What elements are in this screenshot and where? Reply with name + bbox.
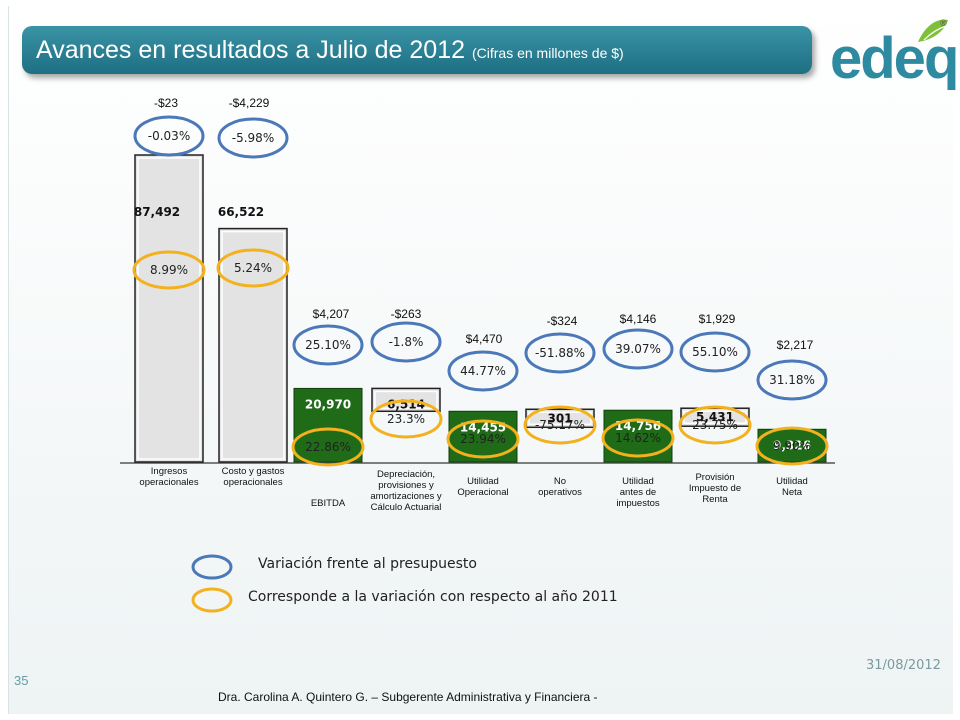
legend-blue-circle-icon (191, 554, 233, 580)
legend-orange-circle-icon (191, 587, 233, 613)
budget-variation-label-5: -51.88% (535, 346, 585, 360)
value-label-2: 20,970 (305, 397, 351, 411)
value-label-5: 301 (547, 411, 572, 425)
category-label-3-1: provisiones y (378, 480, 434, 491)
title-main: Avances en resultados a Julio de 2012 (36, 36, 466, 64)
category-label-0-1: operacionales (139, 477, 198, 488)
yoy-variation-circle-1 (216, 248, 290, 288)
budget-difference-label-3: -$263 (391, 307, 422, 321)
category-label-7-0: Provisión (695, 472, 734, 483)
category-label-6-1: antes de (620, 487, 656, 498)
budget-difference-label-1: -$4,229 (229, 96, 270, 110)
category-label-6-0: Utilidad (622, 476, 654, 487)
yoy-variation-circle-3 (369, 399, 443, 439)
budget-variation-label-0: -0.03% (148, 129, 190, 143)
yoy-variation-label-2: 22.86% (305, 440, 351, 454)
budget-difference-label-7: $1,929 (699, 312, 736, 326)
yoy-variation-label-6: 14.62% (615, 431, 661, 445)
yoy-variation-circle-7 (678, 405, 752, 445)
yoy-variation-label-0: 8.99% (150, 263, 188, 277)
category-label-7-2: Renta (702, 494, 728, 505)
budget-variation-circle-8 (756, 359, 828, 401)
yoy-variation-circle-6 (601, 418, 675, 458)
category-label-3-3: Cálculo Actuarial (371, 502, 442, 513)
budget-difference-label-5: -$324 (547, 314, 578, 328)
yoy-variation-label-4: 23.94% (460, 432, 506, 446)
budget-variation-label-1: -5.98% (232, 131, 274, 145)
budget-variation-circle-0 (133, 115, 205, 157)
slide-title: Avances en resultados a Julio de 2012 (C… (36, 36, 624, 65)
value-label-1: 66,522 (218, 205, 264, 219)
bar-0 (134, 154, 204, 463)
logo-wordmark: edeq (830, 26, 956, 91)
yoy-variation-label-7: 23.75% (692, 418, 738, 432)
bar-inner-border-0 (137, 157, 201, 460)
footer-author: Dra. Carolina A. Quintero G. – Subgerent… (218, 690, 598, 704)
value-label-7: 5,431 (696, 410, 734, 424)
budget-difference-label-4: $4,470 (466, 332, 503, 346)
category-label-7-1: Impuesto de (689, 483, 741, 494)
value-label-8: 9,326 (773, 438, 811, 452)
yoy-variation-circle-0 (132, 250, 206, 290)
budget-difference-label-8: $2,217 (777, 338, 814, 352)
legend-2011-label: Corresponde a la variación con respecto … (248, 589, 618, 605)
budget-variation-label-6: 39.07% (615, 342, 661, 356)
budget-variation-circle-2 (292, 324, 364, 366)
budget-variation-label-4: 44.77% (460, 364, 506, 378)
budget-difference-label-2: $4,207 (313, 307, 350, 321)
budget-variation-circle-4 (447, 350, 519, 392)
bar-inner-border-1 (221, 230, 285, 460)
title-bar (22, 26, 812, 74)
budget-difference-label-6: $4,146 (620, 312, 657, 326)
yoy-variation-circle-2 (291, 427, 365, 467)
category-label-5-1: operativos (538, 487, 582, 498)
budget-variation-label-7: 55.10% (692, 345, 738, 359)
budget-variation-label-2: 25.10% (305, 338, 351, 352)
category-label-3-2: amortizaciones y (370, 491, 442, 502)
category-label-4-0: Utilidad (467, 476, 499, 487)
yoy-variation-label-3: 23.3% (387, 412, 425, 426)
category-label-1-1: operacionales (223, 477, 282, 488)
yoy-variation-label-5: -75.17% (535, 418, 585, 432)
category-label-0-0: Ingresos (151, 466, 188, 477)
bar-2 (293, 387, 363, 463)
category-label-3-0: Depreciación, (377, 469, 435, 480)
category-label-4-1: Operacional (457, 487, 508, 498)
page-number: 35 (14, 673, 29, 688)
yoy-variation-circle-8 (755, 426, 829, 466)
legend-budget-label: Variación frente al presupuesto (258, 556, 477, 572)
edeq-logo: edeq ® (830, 18, 956, 91)
budget-variation-label-3: -1.8% (389, 335, 424, 349)
yoy-variation-circle-4 (446, 419, 520, 459)
budget-difference-label-0: -$23 (154, 96, 178, 110)
budget-variation-label-8: 31.18% (769, 373, 815, 387)
budget-variation-circle-5 (524, 332, 596, 374)
budget-variation-circle-7 (679, 331, 751, 373)
budget-variation-circle-6 (602, 328, 674, 370)
category-label-8-0: Utilidad (776, 476, 808, 487)
yoy-variation-circle-5 (523, 405, 597, 445)
bar-1 (218, 227, 288, 463)
value-label-0: 87,492 (134, 205, 180, 219)
title-subtitle: (Cifras en millones de $) (471, 45, 624, 61)
yoy-variation-label-8: 9.90% (773, 439, 811, 453)
category-label-8-1: Neta (782, 487, 803, 498)
value-label-4: 14,455 (460, 420, 506, 434)
value-label-6: 14,756 (615, 419, 661, 433)
footer-date: 31/08/2012 (866, 658, 941, 673)
bar-inner-border-3 (374, 390, 438, 410)
category-label-5-0: No (554, 476, 566, 487)
category-label-1-0: Costo y gastos (222, 466, 285, 477)
category-label-6-2: impuestos (616, 498, 660, 509)
yoy-variation-label-1: 5.24% (234, 261, 272, 275)
svg-text:®: ® (940, 18, 947, 28)
category-label-2-0: EBITDA (311, 498, 346, 509)
budget-variation-circle-1 (217, 117, 289, 159)
budget-variation-circle-3 (370, 321, 442, 363)
